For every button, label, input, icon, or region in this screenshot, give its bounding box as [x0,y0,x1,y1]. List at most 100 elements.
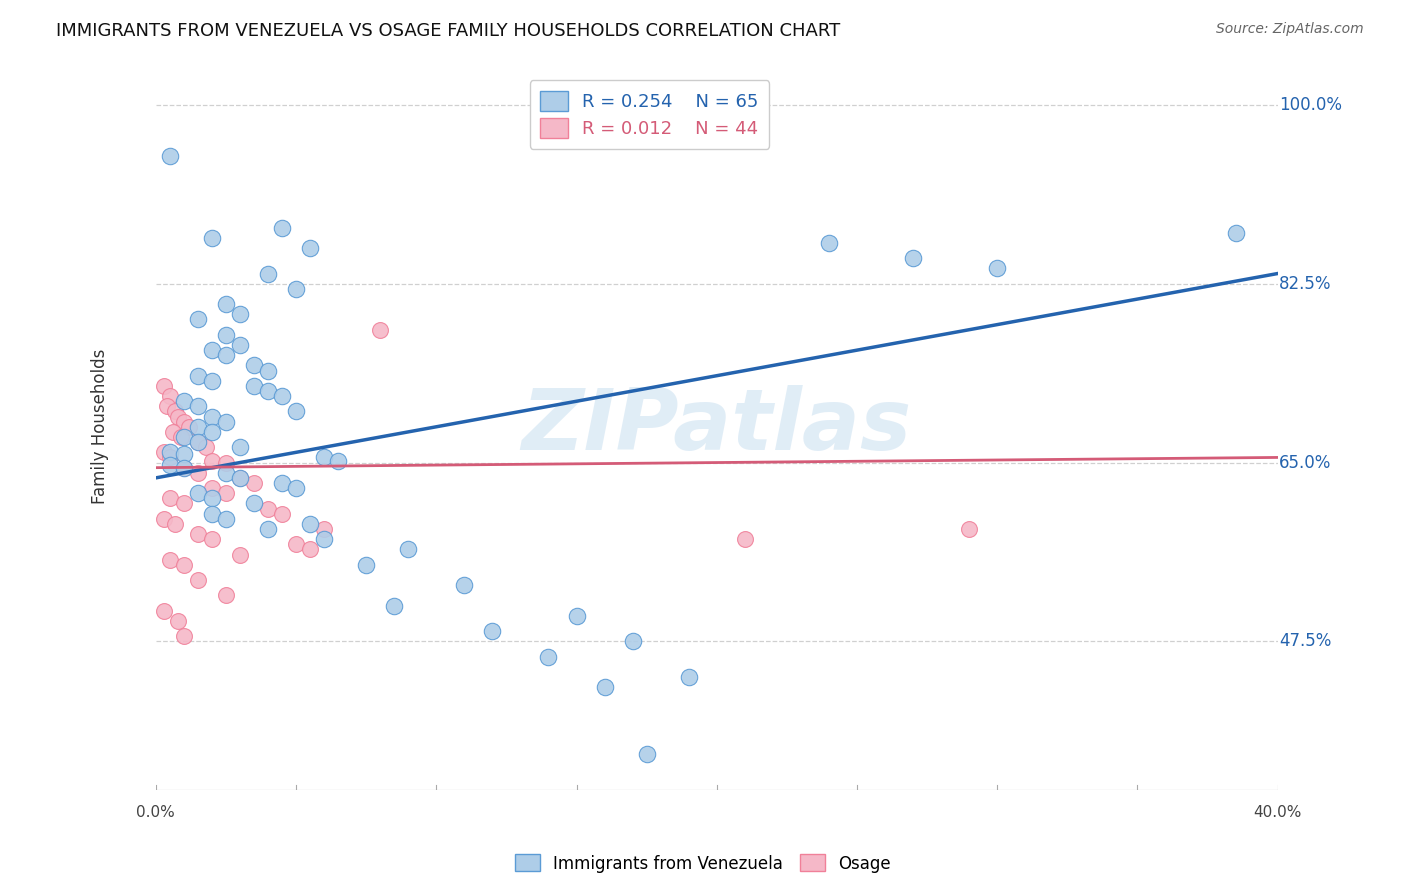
Point [215,297,238,311]
Point [159,445,181,459]
Point [243,496,266,510]
Point [396,542,419,557]
Point [229,471,252,485]
Point [285,282,308,296]
Text: IMMIGRANTS FROM VENEZUELA VS OSAGE FAMILY HOUSEHOLDS CORRELATION CHART: IMMIGRANTS FROM VENEZUELA VS OSAGE FAMIL… [56,22,841,40]
Point [229,471,252,485]
Point [187,573,209,587]
Point [162,425,184,439]
Point [818,235,841,250]
Point [201,409,224,424]
Point [957,522,980,536]
Point [187,466,209,480]
Point [170,430,193,444]
Point [173,430,195,444]
Point [215,327,238,342]
Point [173,460,195,475]
Point [173,447,195,461]
Point [382,599,405,613]
Text: Family Households: Family Households [91,349,108,505]
Point [187,486,209,500]
Point [621,634,644,648]
Point [187,312,209,326]
Point [271,507,294,521]
Text: 100.0%: 100.0% [1279,96,1341,114]
Point [201,532,224,546]
Point [215,456,238,470]
Point [271,475,294,490]
Point [167,409,190,424]
Point [299,516,322,531]
Point [229,307,252,321]
Text: 47.5%: 47.5% [1279,632,1331,650]
Point [285,481,308,495]
Point [201,491,224,506]
Point [314,522,336,536]
Point [285,404,308,418]
Point [187,368,209,383]
Point [153,379,176,393]
Point [201,231,224,245]
Text: ZIPatlas: ZIPatlas [522,385,912,468]
Point [159,389,181,403]
Point [257,522,280,536]
Point [314,532,336,546]
Point [229,440,252,454]
Point [215,588,238,602]
Point [243,379,266,393]
Point [179,419,201,434]
Point [257,363,280,377]
Point [354,558,377,572]
Point [314,450,336,465]
Point [153,512,176,526]
Point [187,527,209,541]
Point [201,425,224,439]
Point [734,532,756,546]
Point [215,415,238,429]
Point [173,558,195,572]
Point [187,400,209,414]
Point [165,516,187,531]
Point [901,251,924,265]
Point [153,445,176,459]
Point [243,475,266,490]
Point [156,400,179,414]
Point [537,649,560,664]
Point [368,323,391,337]
Point [187,435,209,450]
Point [481,624,503,639]
Point [593,681,616,695]
Point [173,629,195,643]
Point [565,608,588,623]
Point [215,466,238,480]
Text: 0.0%: 0.0% [136,805,176,820]
Point [285,537,308,551]
Point [165,404,187,418]
Text: 65.0%: 65.0% [1279,453,1331,472]
Point [173,394,195,409]
Point [173,496,195,510]
Point [201,481,224,495]
Point [187,419,209,434]
Point [187,435,209,450]
Point [215,486,238,500]
Text: Source: ZipAtlas.com: Source: ZipAtlas.com [1216,22,1364,37]
Point [271,220,294,235]
Point [159,450,181,465]
Point [453,578,475,592]
Point [173,460,195,475]
Point [215,348,238,362]
Point [195,440,218,454]
Point [271,389,294,403]
Point [159,458,181,472]
Point [159,552,181,566]
Point [326,453,349,467]
Point [257,384,280,398]
Point [201,374,224,388]
Legend: R = 0.254    N = 65, R = 0.012    N = 44: R = 0.254 N = 65, R = 0.012 N = 44 [530,80,769,149]
Point [257,267,280,281]
Point [229,548,252,562]
Point [201,453,224,467]
Point [1225,226,1247,240]
Point [201,343,224,358]
